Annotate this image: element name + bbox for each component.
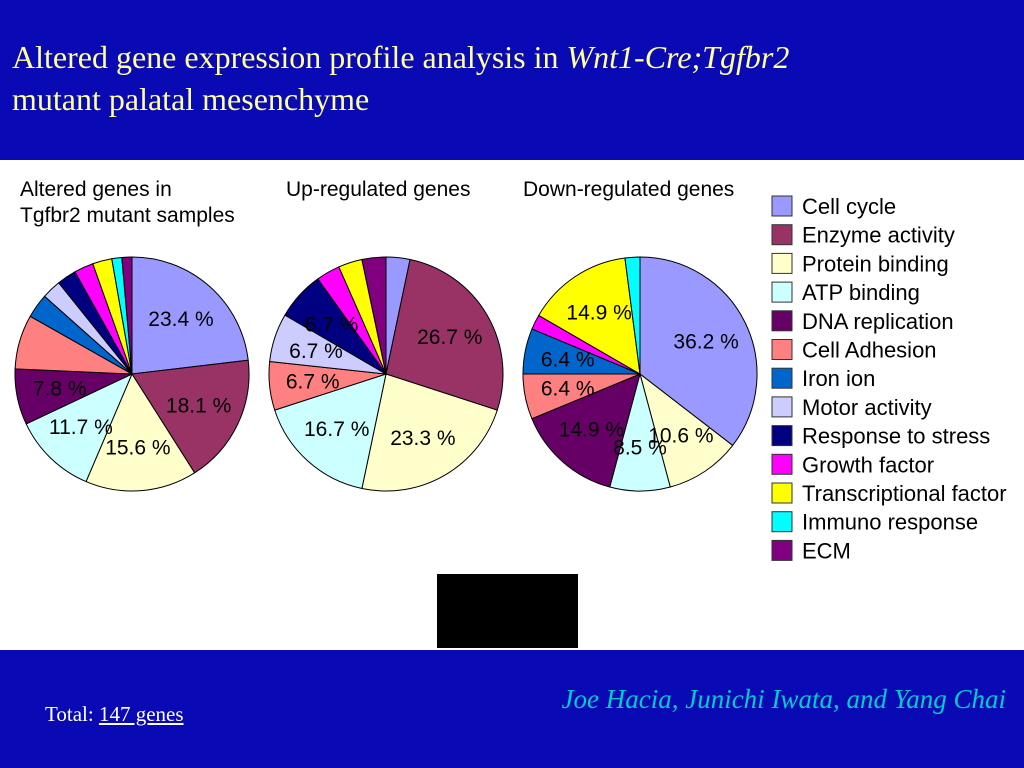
slice-data-label: 8.5 %: [613, 437, 667, 460]
legend-label: Protein binding: [802, 251, 949, 276]
slice-data-label: 10.6 %: [648, 424, 713, 447]
pie-slice: [361, 373, 498, 492]
legend-swatch: [771, 252, 793, 274]
legend-label: ECM: [802, 538, 851, 563]
slice-data-label: 6.7 %: [286, 371, 340, 394]
pie-chart-2: Up-regulated genes 26.7 % 23.3 % 16.7 % 6.7 …: [268, 178, 504, 492]
slice-data-label: 26.7 %: [417, 326, 482, 349]
legend-label: Cell Adhesion: [802, 338, 937, 363]
pie-slice: [538, 257, 641, 375]
legend-swatch: [771, 396, 793, 418]
pie-slice: [624, 256, 641, 375]
pie-slice: [131, 256, 249, 375]
pie-slice: [121, 256, 133, 375]
title-italic: Wnt1-Cre;Tgfbr2: [566, 39, 790, 75]
legend-label: Transcriptional factor: [802, 481, 1007, 506]
legend-swatch: [771, 482, 793, 504]
slice-data-label: 15.6 %: [105, 437, 170, 460]
slice-data-label: 23.3 %: [390, 427, 455, 450]
total-label: Total:: [45, 702, 94, 726]
legend-label: Enzyme activity: [802, 223, 955, 248]
legend-swatch: [771, 511, 793, 533]
legend-label: Response to stress: [802, 424, 990, 449]
legend-swatch: [771, 425, 793, 447]
chart-title-line: Down-regulated genes: [523, 178, 734, 201]
legend-swatch: [771, 367, 793, 389]
redacted-box: [437, 574, 578, 648]
slice-data-label: 7.8 %: [33, 378, 87, 401]
pie-slice: [639, 256, 758, 447]
slice-data-label: 18.1 %: [166, 395, 231, 418]
chart-area: Altered genes in Tgfbr2 mutant samples 23.…: [0, 160, 1024, 650]
legend-swatch: [771, 195, 793, 217]
chart-legend: Cell cycle Enzyme activity Protein binding…: [771, 194, 1007, 563]
pie-slice: [531, 373, 641, 488]
pie-slice: [385, 258, 504, 411]
legend-swatch: [771, 224, 793, 246]
total-text: Total: 147 genes: [45, 702, 184, 727]
slice-data-label: 16.7 %: [304, 418, 369, 441]
chart-title-line: Altered genes in: [20, 178, 172, 201]
slide-title: Altered gene expression profile analysis…: [12, 36, 1012, 120]
chart-title-line: Up-regulated genes: [286, 178, 470, 201]
slice-data-label: 6.4 %: [541, 349, 595, 372]
slice-data-label: 14.9 %: [566, 302, 631, 325]
legend-swatch: [771, 539, 793, 561]
slice-data-label: 6.4 %: [541, 377, 595, 400]
chart-title-line: Tgfbr2 mutant samples: [20, 204, 235, 227]
slice-data-label: 14.9 %: [559, 418, 624, 441]
legend-label: Motor activity: [802, 395, 932, 420]
legend-label: ATP binding: [802, 280, 920, 305]
authors-text: Joe Hacia, Junichi Iwata, and Yang Chai: [561, 684, 1006, 714]
slice-data-label: 6.7 %: [289, 340, 343, 363]
total-genes-link[interactable]: 147 genes: [98, 702, 184, 726]
pie-slice: [131, 359, 250, 474]
legend-label: DNA replication: [802, 309, 954, 334]
pie-slice: [274, 373, 387, 490]
slice-data-label: 23.4 %: [148, 308, 213, 331]
legend-label: Immuno response: [802, 510, 978, 535]
slice-data-label: 36.2 %: [673, 331, 738, 354]
footer-banner: Total: 147 genes Joe Hacia, Junichi Iwat…: [0, 650, 1024, 768]
legend-swatch: [771, 281, 793, 303]
title-line2: mutant palatal mesenchyme: [12, 81, 370, 117]
title-main: Altered gene expression profile analysis…: [12, 39, 567, 75]
pie-slice: [85, 372, 196, 492]
legend-label: Cell cycle: [802, 194, 896, 219]
pie-chart-1: Altered genes in Tgfbr2 mutant samples 23.…: [14, 178, 250, 492]
pie-slice: [361, 256, 387, 375]
legend-swatch: [771, 453, 793, 475]
legend-swatch: [771, 310, 793, 332]
slice-data-label: 6.7 %: [305, 313, 359, 336]
slice-data-label: 11.7 %: [49, 416, 113, 439]
pie-slice: [25, 372, 133, 483]
title-banner: Altered gene expression profile analysis…: [0, 0, 1024, 160]
legend-label: Iron ion: [802, 366, 875, 391]
legend-swatch: [771, 339, 793, 360]
pie-charts-svg: Altered genes in Tgfbr2 mutant samples 23.…: [14, 178, 1007, 563]
legend-label: Growth factor: [802, 452, 934, 477]
